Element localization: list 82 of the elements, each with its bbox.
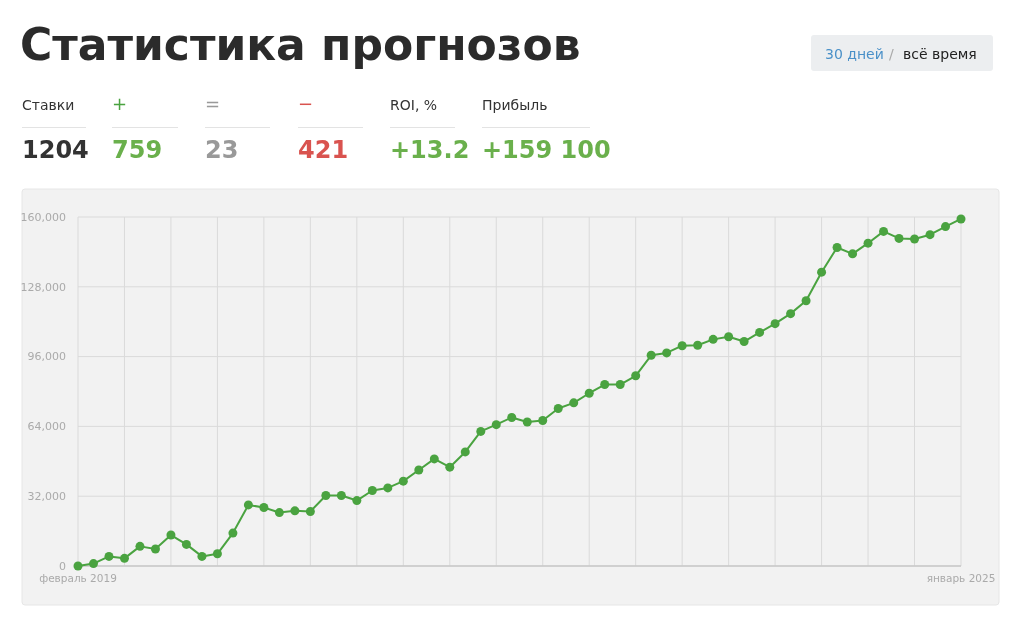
text: ROI, % — [390, 97, 438, 113]
point — [398, 476, 408, 486]
point — [352, 496, 362, 506]
point — [724, 332, 734, 342]
point — [631, 371, 641, 381]
point — [910, 234, 920, 244]
text: − — [298, 93, 314, 114]
y-tick-label: 64,000 — [27, 420, 66, 434]
point — [941, 222, 951, 232]
point — [212, 549, 222, 559]
point — [228, 528, 238, 538]
text: 759 — [112, 136, 163, 164]
point — [104, 551, 114, 561]
point — [646, 350, 656, 360]
point — [445, 462, 455, 472]
point — [693, 340, 703, 350]
point — [150, 544, 160, 554]
point — [894, 233, 904, 243]
point — [569, 398, 579, 408]
point — [755, 327, 765, 337]
text: + — [112, 93, 128, 114]
point — [832, 243, 842, 253]
point — [197, 551, 207, 561]
text: Статистика прогнозов — [20, 19, 581, 70]
point — [476, 426, 486, 436]
text: 30 дней — [825, 46, 884, 62]
point — [259, 503, 269, 513]
point — [119, 553, 129, 563]
point — [166, 530, 176, 540]
y-tick-label: 0 — [59, 559, 66, 573]
point — [801, 296, 811, 306]
x-tick-label: февраль 2019 — [39, 572, 117, 584]
point — [956, 214, 966, 224]
point — [553, 404, 563, 414]
point — [243, 500, 253, 510]
point — [817, 267, 827, 277]
text: 421 — [298, 136, 349, 164]
point — [383, 483, 393, 493]
point — [522, 417, 532, 427]
point — [321, 491, 331, 501]
point — [677, 341, 687, 351]
point — [88, 559, 98, 569]
text: 1204 — [22, 136, 89, 164]
text: Прибыль — [482, 97, 548, 113]
y-tick-label: 96,000 — [27, 350, 66, 364]
point — [181, 539, 191, 549]
text: 23 — [205, 136, 239, 164]
point — [367, 486, 377, 496]
point — [538, 416, 548, 426]
x-tick-label: январь 2025 — [926, 572, 996, 584]
point — [290, 506, 300, 516]
point — [615, 380, 625, 390]
point — [739, 337, 749, 347]
y-tick-label: 160,000 — [20, 210, 66, 224]
point — [708, 334, 718, 344]
text: +159 100 — [482, 136, 611, 164]
point — [429, 454, 439, 464]
text: = — [205, 93, 221, 114]
point — [600, 380, 610, 390]
point — [925, 230, 935, 240]
text: / — [889, 46, 894, 62]
y-tick-label: 32,000 — [27, 490, 66, 504]
point — [863, 238, 873, 248]
point — [507, 412, 517, 422]
y-tick-label: 128,000 — [20, 280, 66, 294]
point — [135, 541, 145, 551]
text: всё время — [903, 46, 977, 62]
point — [336, 491, 346, 501]
text: Ставки — [22, 97, 75, 113]
point — [584, 388, 594, 398]
point — [305, 506, 315, 516]
point — [879, 226, 889, 236]
point — [274, 508, 284, 518]
point — [662, 348, 672, 358]
point — [770, 319, 780, 329]
point — [786, 309, 796, 319]
point — [460, 447, 470, 457]
point — [73, 561, 83, 571]
text: +13.2 — [390, 136, 470, 164]
point — [491, 420, 501, 430]
point — [414, 465, 424, 475]
point — [848, 249, 858, 259]
